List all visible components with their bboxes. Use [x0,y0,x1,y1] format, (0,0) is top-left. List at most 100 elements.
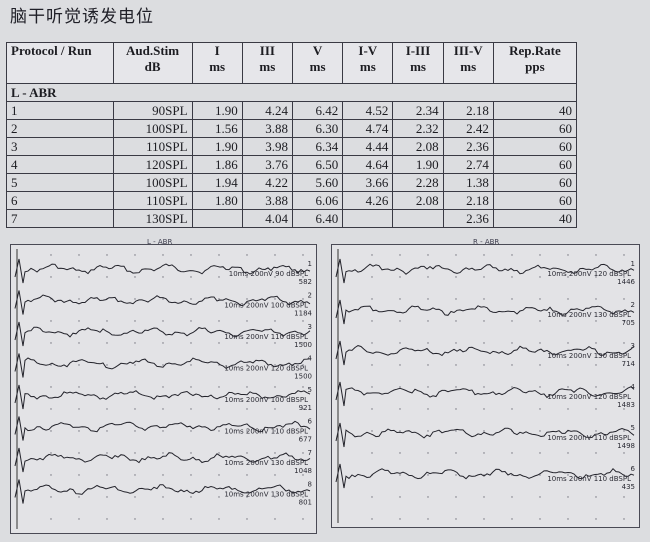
grid-dot [455,342,457,344]
grid-dot [246,342,248,344]
grid-dot [78,364,80,366]
grid-dot [455,452,457,454]
grid-dot [427,518,429,520]
header-label: Aud.Stim [126,43,180,58]
table-row: 7 130SPL 4.04 6.40 2.36 40 [6,209,578,228]
grid-dot [455,474,457,476]
grid-dot [567,474,569,476]
trace-number: 5 [308,386,312,394]
trace-number: 4 [631,383,636,391]
waveform-trace [14,447,311,473]
grid-dot [427,386,429,388]
grid-dot [511,364,513,366]
waveform-trace [14,258,311,284]
grid-dot [190,298,192,300]
header-unit: ms [259,59,276,74]
grid-dot [595,518,597,520]
grid-dot [218,342,220,344]
waveform-trace [14,384,311,410]
trace-caption: 10ms 200nV 130 dBSPL [224,491,308,499]
grid-dot [483,342,485,344]
trace-sweep-count: 1446 [617,278,635,286]
grid-dot [302,408,304,410]
grid-dot [455,386,457,388]
cell-iii: 3.88 [241,119,293,138]
grid-dot [455,364,457,366]
grid-dot [302,254,304,256]
grid-dot [274,364,276,366]
header-iii: III ms [241,42,293,84]
cell-rate: 60 [492,173,578,192]
grid-dot [595,452,597,454]
grid-dot [218,474,220,476]
grid-dot [623,430,625,432]
grid-dot [539,518,541,520]
grid-dot [218,386,220,388]
grid-dot [371,364,373,366]
grid-dot [302,518,304,520]
trace-sweep-count: 582 [299,278,312,286]
grid-dot [371,320,373,322]
header-unit: ms [410,59,426,74]
grid-dot [539,320,541,322]
grid-dot [371,254,373,256]
grid-dot [371,342,373,344]
grid-dot [78,452,80,454]
right-abr-waveform-panel: 1 10ms 200nV 120 dBSPL 1446 2 10ms 200nV 130… [331,244,640,528]
grid-dot [427,408,429,410]
grid-dot [162,320,164,322]
grid-dot [190,408,192,410]
grid-dot [567,496,569,498]
cell-iii: 4.24 [241,101,293,120]
trace-sweep-count: 435 [622,483,635,491]
grid-dot [371,430,373,432]
cell-iiiv: 2.36 [442,209,494,228]
grid-dot [483,298,485,300]
grid-dot [274,386,276,388]
grid-dot [595,298,597,300]
header-i-iii: I-III ms [392,42,444,84]
grid-dot [511,386,513,388]
grid-dot [302,452,304,454]
grid-dot [134,254,136,256]
waveform-trace [14,290,311,315]
grid-dot [399,298,401,300]
grid-dot [623,276,625,278]
grid-dot [190,364,192,366]
trace-sweep-count: 1500 [294,373,312,381]
grid-dot [455,496,457,498]
grid-dot [246,496,248,498]
grid-dot [399,474,401,476]
cell-iv: 4.64 [342,155,394,174]
grid-dot [567,254,569,256]
cell-iv [342,209,394,228]
cell-stim: 100SPL [112,119,193,138]
grid-dot [246,518,248,520]
grid-dot [567,408,569,410]
cell-iv: 3.66 [342,173,394,192]
grid-dot [50,320,52,322]
grid-dot [274,320,276,322]
grid-dot [246,386,248,388]
grid-dot [511,342,513,344]
cell-v: 6.40 [291,209,344,228]
grid-dot [483,254,485,256]
grid-dot [274,408,276,410]
trace-sweep-count: 1483 [617,401,635,409]
grid-dot [218,518,220,520]
grid-dot [78,276,80,278]
grid-dot [162,452,164,454]
grid-dot [162,474,164,476]
cell-iiii [392,209,444,228]
grid-dot [50,430,52,432]
grid-dot [371,386,373,388]
trace-caption: 10ms 200nV 120 dBSPL [547,270,631,278]
trace-sweep-count: 1500 [294,341,312,349]
grid-dot [302,386,304,388]
left-abr-waveform-panel: 1 10ms 200nV 90 dBSPL 582 2 10ms 200nV 100 d… [10,244,317,534]
grid-dot [399,518,401,520]
cell-i [191,209,243,228]
table-row: 1 90SPL 1.90 4.24 6.42 4.52 2.34 2.18 40 [6,101,578,120]
